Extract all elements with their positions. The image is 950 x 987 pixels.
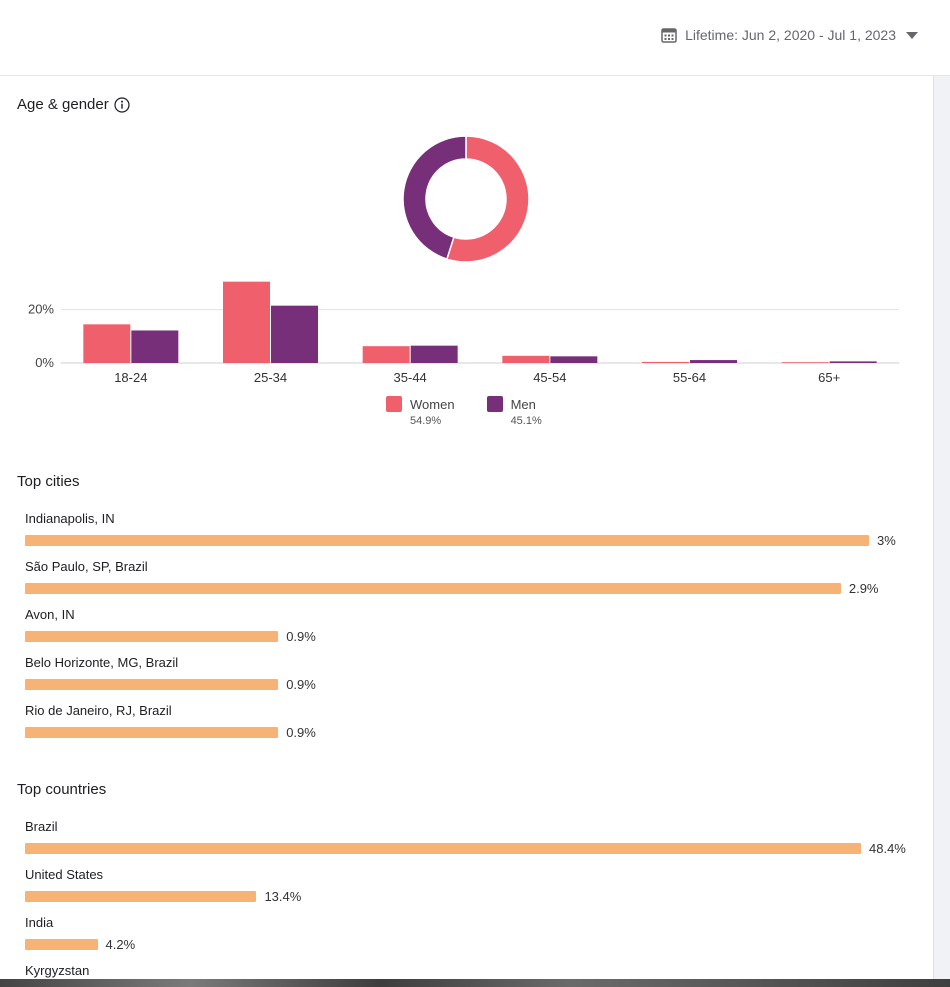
country-label: Kyrgyzstan (25, 963, 90, 978)
info-icon[interactable] (114, 96, 130, 113)
chevron-down-icon (906, 31, 918, 39)
city-percent: 3% (877, 533, 896, 548)
city-row: Avon, IN 0.9% (25, 607, 925, 655)
country-percent: 48.4% (869, 841, 906, 856)
y-tick-label: 20% (28, 302, 54, 317)
city-row: São Paulo, SP, Brazil 2.9% (25, 559, 925, 607)
legend-label-women: Women (410, 396, 455, 412)
bar-women-25-34[interactable] (223, 281, 270, 363)
top-countries-title-text: Top countries (17, 781, 107, 798)
bar-women-45-54[interactable] (502, 355, 550, 363)
top-cities-title: Top cities (17, 473, 80, 490)
legend-swatch-men (486, 396, 503, 412)
city-label: Belo Horizonte, MG, Brazil (25, 655, 179, 670)
donut-slice-women (445, 136, 529, 262)
bar-women-18-24[interactable] (83, 324, 131, 363)
bar-men-55-64[interactable] (690, 360, 737, 363)
country-bar (25, 891, 257, 902)
page-scrollbar[interactable] (933, 76, 950, 987)
country-label: Brazil (25, 819, 58, 834)
country-label: United States (25, 867, 104, 882)
chart-legend: Women 54.9% Men 45.1% (386, 396, 542, 427)
bar-women-55-64[interactable] (642, 361, 689, 363)
city-label: Indianapolis, IN (25, 511, 115, 526)
header: Lifetime: Jun 2, 2020 - Jul 1, 2023 (0, 0, 950, 76)
bar-men-25-34[interactable] (271, 305, 318, 363)
city-label: Avon, IN (25, 607, 75, 622)
gender-donut-chart (403, 136, 529, 262)
top-cities-title-text: Top cities (17, 473, 80, 490)
calendar-icon (661, 28, 677, 43)
city-bar (25, 535, 869, 546)
city-label: Rio de Janeiro, RJ, Brazil (25, 703, 172, 718)
legend-pct-men: 45.1% (510, 415, 542, 427)
city-bar (25, 727, 279, 738)
date-range-dropdown[interactable]: Lifetime: Jun 2, 2020 - Jul 1, 2023 (661, 27, 918, 43)
country-row: Brazil 48.4% (25, 819, 925, 867)
city-percent: 0.9% (286, 677, 316, 692)
city-percent: 2.9% (848, 581, 879, 596)
legend-swatch-women (386, 396, 402, 412)
bar-men-65+[interactable] (829, 361, 877, 363)
city-percent: 0.9% (286, 725, 316, 740)
country-label: India (25, 915, 54, 930)
age-gender-title: Age & gender (17, 96, 130, 113)
date-range-label: Lifetime: Jun 2, 2020 - Jul 1, 2023 (685, 27, 896, 43)
top-countries-title: Top countries (17, 781, 106, 798)
top-countries-list: Brazil 48.4% United States 13.4% India 4.2% Ky… (25, 819, 925, 987)
legend-item-men[interactable]: Men 45.1% (486, 396, 542, 427)
city-row: Rio de Janeiro, RJ, Brazil 0.9% (25, 703, 925, 751)
country-percent: 4.2% (105, 937, 136, 952)
legend-pct-women: 54.9% (410, 415, 442, 427)
age-gender-bar-chart: 20% 0% 18-24 25-34 35-44 45-54 55-64 65+ (28, 281, 899, 385)
donut-slice-men (403, 136, 467, 260)
bar-men-18-24[interactable] (131, 330, 179, 363)
bar-men-35-44[interactable] (410, 345, 458, 363)
country-bar (25, 939, 98, 950)
y-tick-label: 0% (35, 355, 54, 370)
city-row: Belo Horizonte, MG, Brazil 0.9% (25, 655, 925, 703)
country-row: Kyrgyzstan (25, 963, 925, 987)
country-bar (25, 843, 861, 854)
x-tick-label: 45-54 (533, 370, 566, 385)
country-percent: 13.4% (264, 889, 302, 904)
city-row: Indianapolis, IN 3% (25, 511, 925, 559)
top-cities-list: Indianapolis, IN 3% São Paulo, SP, Brazil 2… (25, 511, 925, 751)
x-tick-label: 35-44 (394, 370, 427, 385)
x-tick-label: 25-34 (254, 370, 287, 385)
city-bar (25, 583, 841, 594)
legend-item-women[interactable]: Women 54.9% (386, 396, 455, 427)
city-bar (25, 679, 279, 690)
city-label: São Paulo, SP, Brazil (25, 559, 148, 574)
x-tick-label: 18-24 (114, 370, 147, 385)
country-row: United States 13.4% (25, 867, 925, 915)
bar-men-45-54[interactable] (550, 356, 598, 363)
legend-label-men: Men (510, 396, 536, 412)
x-tick-label: 65+ (818, 370, 840, 385)
city-bar (25, 631, 279, 642)
age-gender-title-text: Age & gender (17, 96, 109, 113)
bar-women-65+[interactable] (781, 362, 829, 363)
x-tick-label: 55-64 (673, 370, 706, 385)
os-taskbar (0, 979, 950, 987)
country-row: India 4.2% (25, 915, 925, 963)
city-percent: 0.9% (286, 629, 316, 644)
bar-women-35-44[interactable] (362, 346, 410, 363)
